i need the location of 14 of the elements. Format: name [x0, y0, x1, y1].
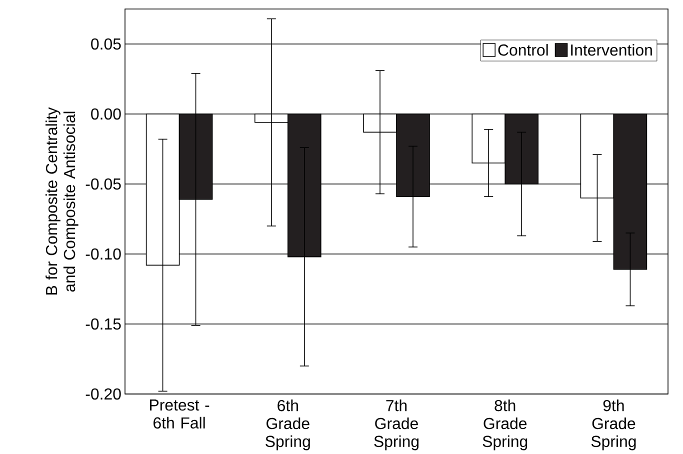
x-tick-label: 6th Grade Spring [266, 400, 310, 450]
y-tick-label: -0.15 [86, 318, 121, 330]
x-tick-label: Pretest - 6th Fall [150, 400, 210, 429]
x-tick-label: 9th Grade Spring [591, 400, 636, 450]
y-tick-label: 0.00 [91, 108, 121, 120]
x-tick-label: 7th Grade Spring [374, 400, 419, 450]
y-tick-label: 0.05 [91, 38, 121, 50]
legend-label: Intervention [571, 44, 652, 56]
y-tick-label: -0.20 [86, 388, 121, 400]
y-tick-label: -0.10 [86, 248, 121, 260]
x-tick-label: 8th Grade Spring [482, 400, 528, 450]
legend-label: Control [498, 44, 548, 56]
y-tick-label: -0.05 [86, 178, 121, 190]
y-axis-title: B for Composite Centrality and Composite Antisocial [46, 107, 78, 295]
